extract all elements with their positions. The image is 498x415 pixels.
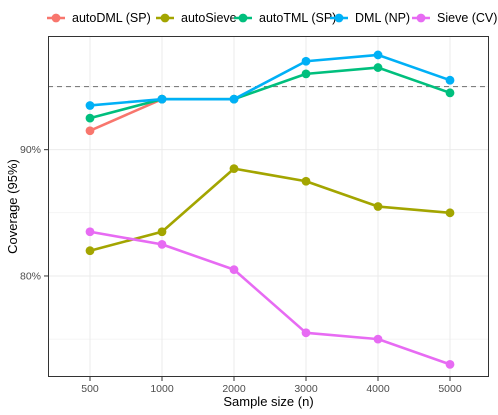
data-point <box>301 69 311 79</box>
series-autosieve <box>85 164 455 256</box>
x-tick-label: 500 <box>81 383 99 395</box>
x-tick-label: 2000 <box>222 383 246 395</box>
legend-item: autoSieve <box>156 11 237 25</box>
series-line <box>89 53 451 107</box>
data-point <box>85 227 95 237</box>
data-point <box>445 359 455 369</box>
data-point <box>229 265 239 275</box>
legend-key-point <box>416 13 426 23</box>
x-tick-label: 1000 <box>150 383 174 395</box>
legend-key-point <box>160 13 170 23</box>
data-point <box>157 227 167 237</box>
data-point <box>301 176 311 186</box>
plot-panel <box>48 36 489 377</box>
legend-key-point <box>51 13 61 23</box>
x-axis: 500 1000 2000 3000 4000 5000 <box>81 377 462 395</box>
data-point <box>445 88 455 98</box>
y-tick-label: 90% <box>20 144 41 156</box>
data-point <box>229 164 239 174</box>
data-point <box>157 239 167 249</box>
y-axis-title: Coverage (95%) <box>5 159 20 254</box>
plot-border <box>48 36 489 377</box>
series-line <box>89 97 163 132</box>
data-point <box>85 246 95 256</box>
data-point <box>157 94 167 104</box>
legend-label: autoSieve <box>181 11 237 25</box>
legend-item: autoDML (SP) <box>47 11 151 25</box>
legend-label: DML (NP) <box>355 11 410 25</box>
legend-item: Sieve (CV) <box>412 11 497 25</box>
legend-key-point <box>334 13 344 23</box>
data-point <box>373 202 383 211</box>
data-point <box>373 50 383 60</box>
data-point <box>85 126 95 136</box>
data-point <box>445 208 455 218</box>
legend-label: autoDML (SP) <box>72 11 151 25</box>
series-dml-np <box>85 50 455 110</box>
series-line <box>89 66 451 120</box>
data-point <box>85 113 95 123</box>
data-point <box>301 56 311 66</box>
series-group <box>85 50 455 369</box>
y-axis: 80% 90% <box>20 144 48 282</box>
data-point <box>445 75 455 85</box>
x-tick-label: 4000 <box>366 383 390 395</box>
x-axis-title: Sample size (n) <box>223 394 313 409</box>
data-point <box>301 328 311 338</box>
series-line <box>89 230 451 366</box>
legend-item: autoTML (SP) <box>234 11 336 25</box>
y-tick-label: 80% <box>20 270 41 282</box>
data-point <box>85 101 95 110</box>
data-point <box>373 63 383 72</box>
x-tick-label: 5000 <box>438 383 462 395</box>
data-point <box>373 334 383 344</box>
series-line <box>89 167 451 252</box>
legend: autoDML (SP) autoSieve autoTML (SP) DML (NP… <box>47 11 497 25</box>
series-sieve-cv <box>85 227 455 369</box>
legend-label: autoTML (SP) <box>259 11 336 25</box>
legend-item: DML (NP) <box>330 11 410 25</box>
legend-key-point <box>238 13 248 23</box>
legend-label: Sieve (CV) <box>437 11 497 25</box>
data-point <box>229 94 239 104</box>
x-tick-label: 3000 <box>294 383 318 395</box>
